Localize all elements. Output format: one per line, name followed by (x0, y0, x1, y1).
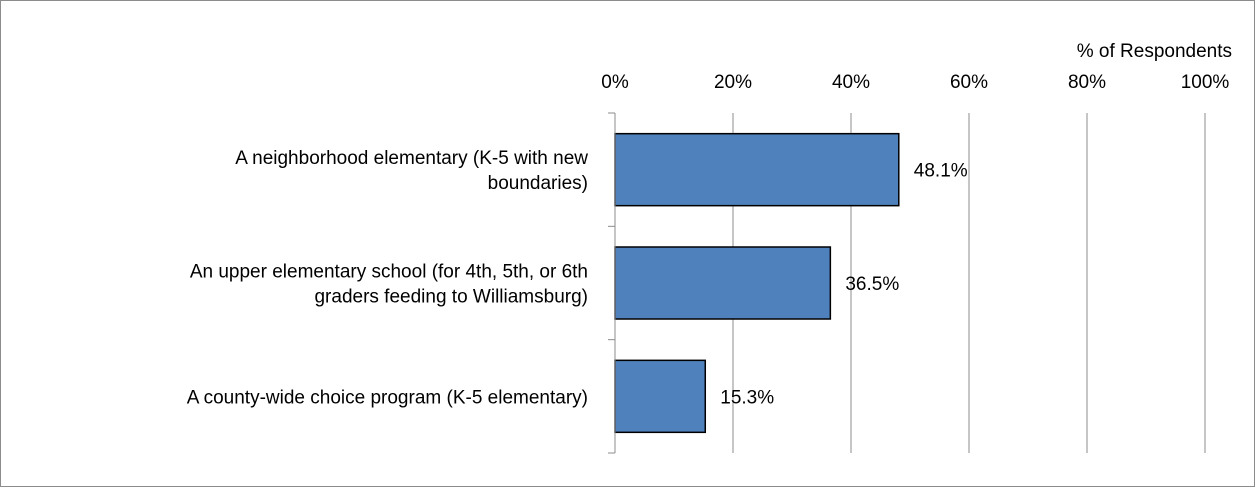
data-label: 36.5% (845, 274, 899, 295)
x-tick-label: 100% (1181, 72, 1230, 93)
data-labels: 48.1% 36.5% 15.3% (720, 161, 967, 409)
category-label: A county-wide choice program (K-5 elemen… (187, 387, 588, 408)
category-labels: A neighborhood elementary (K-5 with new b… (187, 148, 589, 408)
bar (614, 359, 707, 434)
x-axis-tick-labels: 0% 20% 40% 60% 80% 100% (601, 72, 1229, 93)
bar (614, 132, 900, 207)
x-tick-label: 40% (832, 72, 870, 93)
data-label: 15.3% (720, 387, 774, 408)
bar (614, 246, 832, 320)
x-tick-label: 0% (601, 72, 629, 93)
x-tick-label: 60% (950, 72, 988, 93)
y-axis (608, 112, 616, 454)
data-label: 48.1% (914, 161, 968, 182)
category-label: A neighborhood elementary (K-5 with new b… (235, 148, 588, 194)
x-tick-label: 20% (714, 72, 752, 93)
category-label: An upper elementary school (for 4th, 5th… (190, 262, 588, 308)
x-tick-label: 80% (1068, 72, 1106, 93)
x-axis-title: % of Respondents (1077, 41, 1232, 62)
